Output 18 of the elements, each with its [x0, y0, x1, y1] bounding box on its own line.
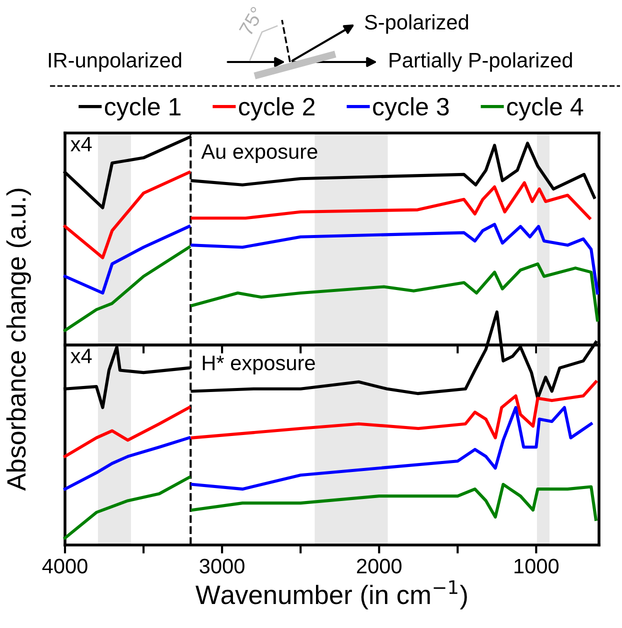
text: IR-unpolarized: [48, 52, 182, 72]
x-tick-label: 1000: [514, 558, 559, 574]
annotation: x4: [70, 348, 92, 364]
text: Partially P-polarized: [390, 52, 572, 72]
y-axis-title: Absorbance change (a.u.): [6, 188, 31, 491]
x-axis-title: Wavenumber (in cm$^{−1}$): [196, 580, 467, 610]
legend-label: cycle 1: [104, 97, 180, 120]
text: S-polarized: [364, 14, 468, 34]
x-tick-label: 4000: [42, 558, 88, 574]
x-tick-label: 2000: [356, 558, 402, 574]
annotation: H* exposure: [202, 356, 315, 374]
annotation: x4: [70, 136, 92, 152]
annotation: Au exposure: [201, 144, 318, 164]
legend-label: cycle 3: [373, 97, 449, 120]
legend-label: cycle 2: [239, 97, 314, 120]
legend-label: cycle 4: [507, 97, 584, 120]
x-tick-label: 3000: [200, 558, 244, 574]
text: 75°: [238, 6, 264, 36]
